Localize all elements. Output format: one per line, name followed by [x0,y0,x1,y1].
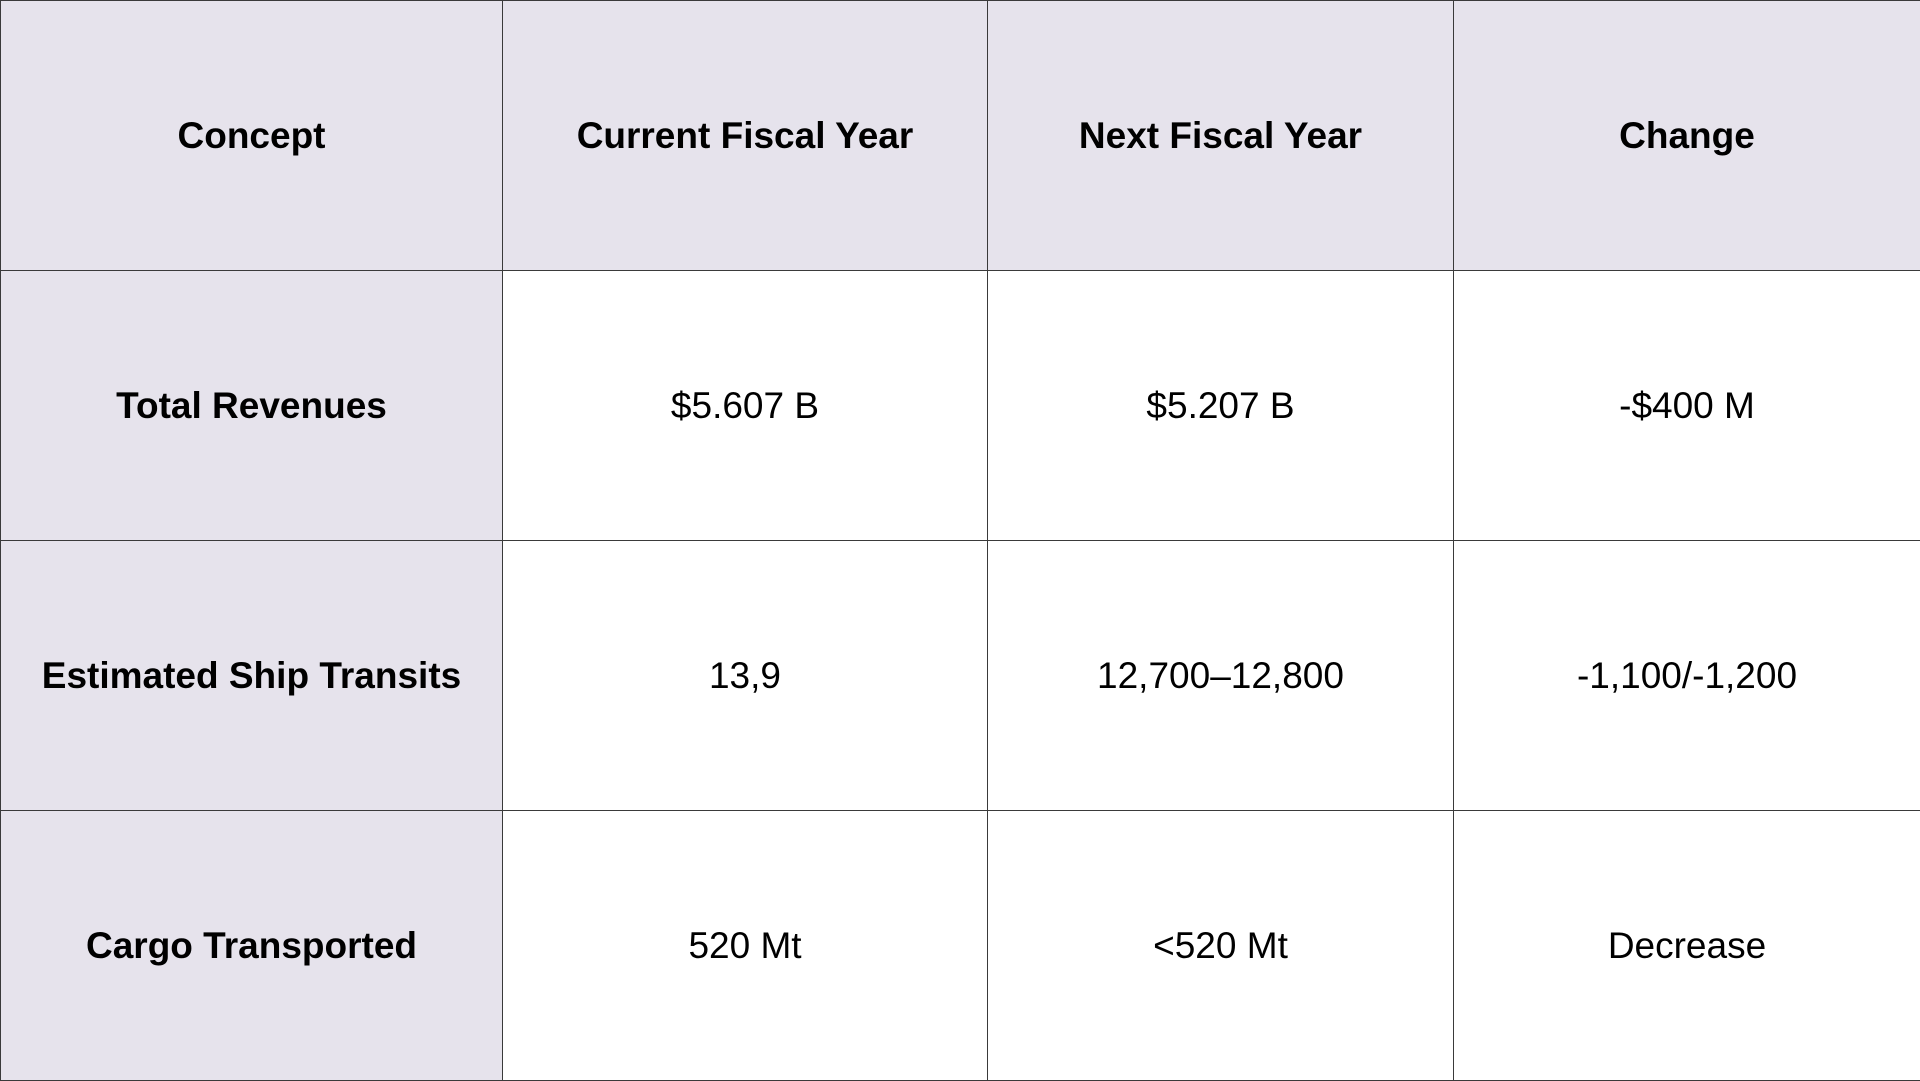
row-label-total-revenues: Total Revenues [1,271,503,541]
table-row: Total Revenues $5.607 B $5.207 B -$400 M [1,271,1920,541]
cell-change-total-revenues: -$400 M [1454,271,1920,541]
cell-change-cargo: Decrease [1454,811,1920,1081]
table-row: Cargo Transported 520 Mt <520 Mt Decreas… [1,811,1920,1081]
cell-current-total-revenues: $5.607 B [503,271,988,541]
cell-current-cargo: 520 Mt [503,811,988,1081]
header-concept: Concept [1,1,503,271]
table-row: Estimated Ship Transits 13,9 12,700–12,8… [1,541,1920,811]
table-header-row: Concept Current Fiscal Year Next Fiscal … [1,1,1920,271]
header-change: Change [1454,1,1920,271]
cell-change-ship-transits: -1,100/-1,200 [1454,541,1920,811]
cell-current-ship-transits: 13,9 [503,541,988,811]
row-label-estimated-ship-transits: Estimated Ship Transits [1,541,503,811]
header-next-fiscal-year: Next Fiscal Year [988,1,1454,271]
cell-next-total-revenues: $5.207 B [988,271,1454,541]
cell-next-cargo: <520 Mt [988,811,1454,1081]
cell-next-ship-transits: 12,700–12,800 [988,541,1454,811]
row-label-cargo-transported: Cargo Transported [1,811,503,1081]
header-current-fiscal-year: Current Fiscal Year [503,1,988,271]
